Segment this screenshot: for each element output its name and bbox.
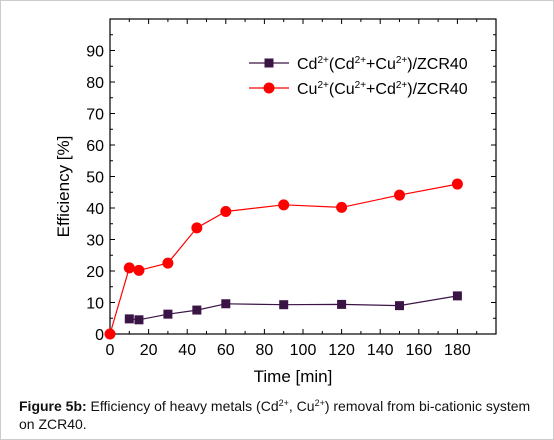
y-tick-label: 20: [86, 264, 104, 281]
legend-text: (Cd: [329, 56, 355, 73]
y-tick-label: 90: [86, 44, 104, 61]
x-tick-label: 120: [328, 342, 355, 359]
data-point: [162, 257, 174, 269]
x-tick-label: 100: [290, 342, 317, 359]
caption-sup-2: 2+: [314, 398, 325, 408]
legend-superscript: 2+: [317, 55, 329, 66]
caption-text-3: ) removal from bi-cationic system on ZCR…: [19, 398, 531, 432]
series-line: [129, 295, 458, 321]
caption-text-2: , Cu: [288, 398, 315, 414]
figure-caption: Figure 5b: Efficiency of heavy metals (C…: [19, 397, 539, 433]
data-point: [192, 305, 202, 315]
legend-item-2: Cu2+(Cu2++Cd2+)/ZCR40: [249, 80, 468, 98]
x-tick-label: 140: [367, 342, 394, 359]
legend-text: +Cd: [366, 81, 396, 98]
y-tick-label: 30: [86, 233, 104, 250]
legend-superscript: 2+: [355, 55, 367, 66]
data-point: [191, 222, 203, 234]
x-tick-label: 0: [106, 342, 115, 359]
legend-text: +Cu: [366, 56, 396, 73]
data-point: [394, 189, 405, 201]
legend-text: )/ZCR40: [407, 81, 468, 98]
caption-sup-1: 2+: [278, 398, 289, 408]
axes: 0 10 20 30 40 50 60 70 80 90 0 20 40 60 80 100 120 140 160…: [54, 18, 497, 386]
data-point: [133, 264, 145, 276]
y-tick-label: 10: [86, 296, 104, 313]
x-tick-label: 180: [444, 342, 471, 359]
legend-superscript: 2+: [396, 80, 408, 91]
data-point: [221, 299, 231, 309]
data-point: [104, 328, 116, 340]
y-tick-label: 0: [95, 327, 104, 344]
data-point: [134, 315, 144, 325]
data-point: [220, 205, 232, 217]
data-point: [123, 262, 135, 274]
caption-text-1: Efficiency of heavy metals (Cd: [86, 398, 279, 414]
x-tick-label: 60: [217, 342, 235, 359]
y-tick-label: 80: [86, 75, 104, 92]
legend: Cd2+(Cd2++Cu2+)/ZCR40Cu2+(Cu2++Cd2+)/ZCR…: [249, 55, 468, 98]
legend-superscript: 2+: [396, 55, 408, 66]
x-tick-label: 160: [405, 342, 432, 359]
x-tick-label: 40: [178, 342, 196, 359]
data-point: [163, 309, 173, 319]
x-axis-label: Time [min]: [254, 367, 333, 386]
legend-text: Cd: [297, 56, 317, 73]
legend-label: Cu2+(Cu2++Cd2+)/ZCR40: [297, 80, 468, 98]
series-1: [124, 291, 462, 325]
data-point: [336, 201, 348, 213]
data-point: [278, 199, 290, 211]
data-point: [337, 299, 347, 309]
legend-marker: [263, 82, 275, 94]
x-tick-label: 20: [140, 342, 158, 359]
y-tick-label: 40: [86, 201, 104, 218]
x-tick-label: 80: [256, 342, 274, 359]
y-tick-label: 60: [86, 138, 104, 155]
legend-text: (Cu: [329, 81, 355, 98]
data-point: [395, 301, 404, 311]
data-point: [124, 314, 134, 324]
legend-item-1: Cd2+(Cd2++Cu2+)/ZCR40: [249, 55, 468, 73]
data-point: [451, 178, 463, 190]
legend-label: Cd2+(Cd2++Cu2+)/ZCR40: [297, 55, 468, 73]
legend-superscript: 2+: [317, 80, 329, 91]
legend-marker: [264, 58, 274, 68]
y-tick-label: 50: [86, 170, 104, 187]
chart: 0 10 20 30 40 50 60 70 80 90 0 20 40 60 80 100 120 140 160…: [54, 18, 497, 386]
y-tick-label: 70: [86, 107, 104, 124]
data-point: [452, 291, 462, 301]
legend-text: )/ZCR40: [407, 56, 468, 73]
legend-text: Cu: [297, 81, 317, 98]
series-2: [104, 178, 463, 340]
series-layer: [104, 178, 463, 340]
legend-superscript: 2+: [355, 80, 367, 91]
caption-label: Figure 5b:: [19, 398, 87, 414]
y-axis-label: Efficiency [%]: [54, 136, 73, 238]
data-point: [279, 300, 289, 310]
